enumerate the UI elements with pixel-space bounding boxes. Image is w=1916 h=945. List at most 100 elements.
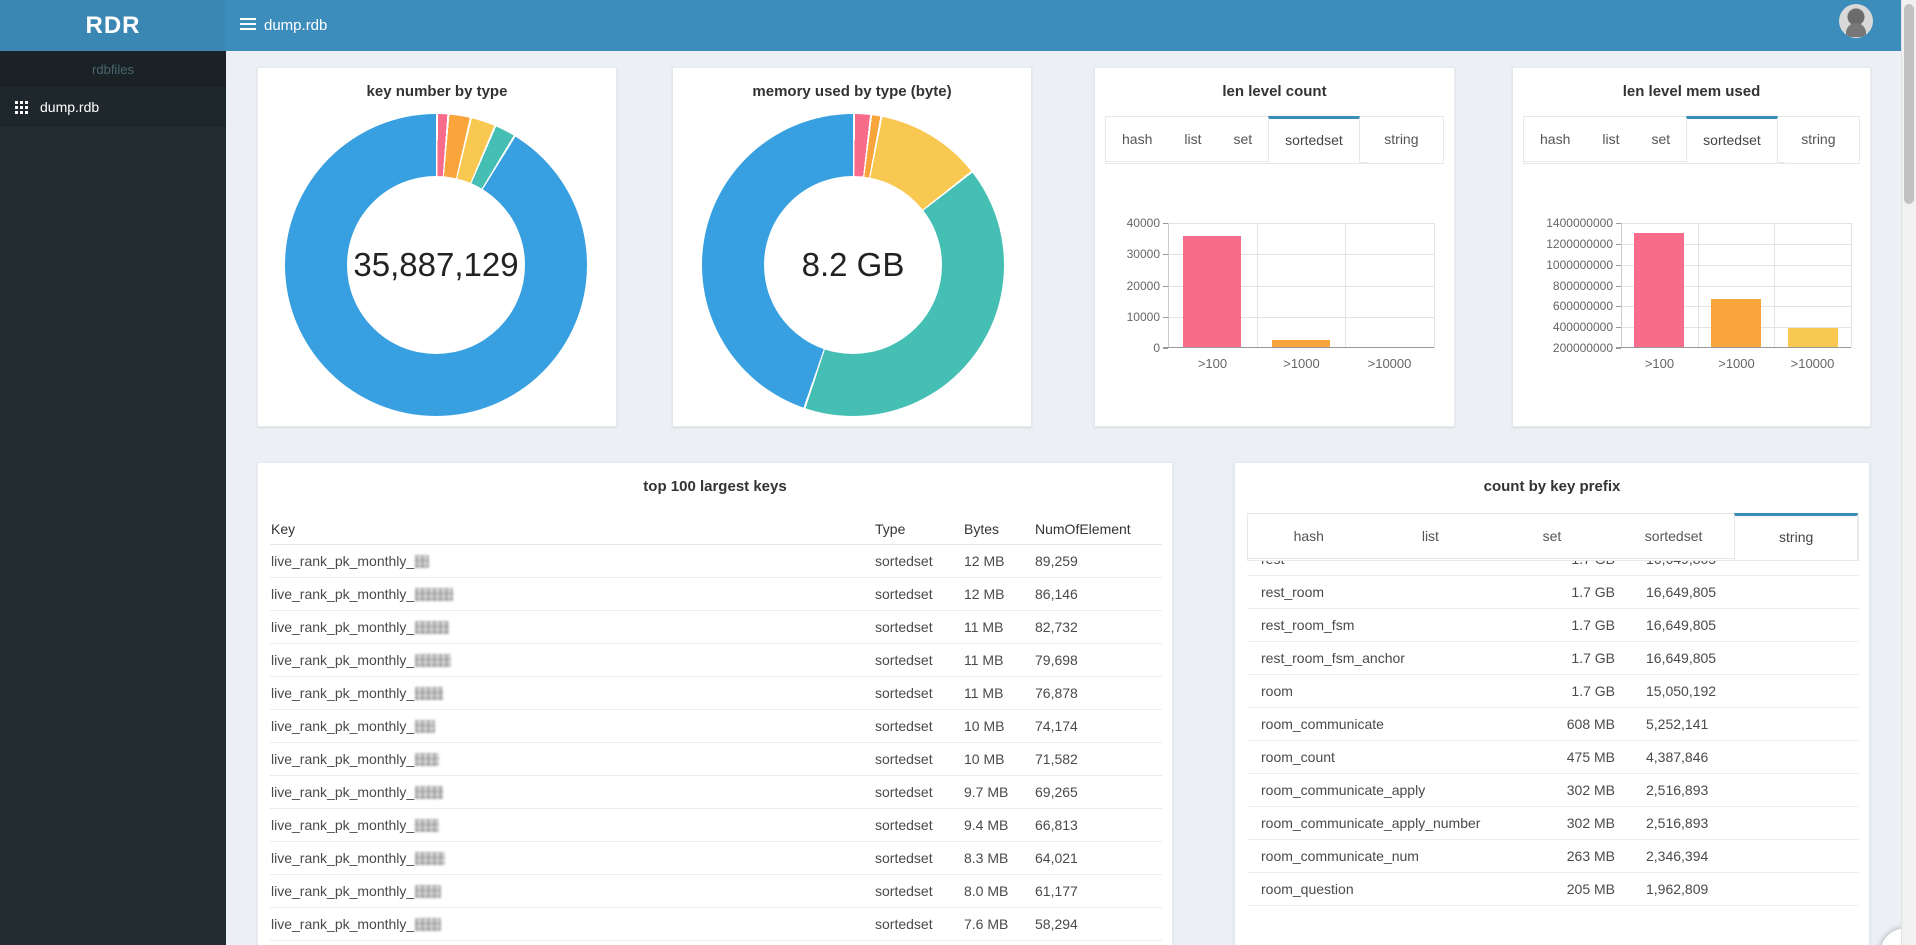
bar->10000[interactable] bbox=[1788, 328, 1838, 347]
top-keys-table: Key Type Bytes NumOfElement live_rank_pk… bbox=[270, 513, 1162, 945]
tab-spacer bbox=[1852, 117, 1860, 163]
bytes-cell: 10 MB bbox=[963, 709, 1034, 743]
numofelement-cell: 79,698 bbox=[1034, 643, 1162, 677]
redacted-key-suffix bbox=[415, 786, 444, 799]
table-row: live_rank_pk_monthly_ sortedset 7.6 MB 58,2… bbox=[270, 907, 1162, 941]
bytes-cell: 9.4 MB bbox=[963, 808, 1034, 842]
tab-list[interactable]: list bbox=[1586, 117, 1636, 162]
sidebar-section-label: rdbfiles bbox=[0, 51, 226, 87]
table-row: live_rank_pk_monthly_ sortedset 9.7 MB 69,2… bbox=[270, 775, 1162, 809]
redacted-key-suffix bbox=[415, 918, 442, 931]
bytes-cell: 12 MB bbox=[963, 577, 1034, 611]
tab-list[interactable]: list bbox=[1369, 514, 1492, 559]
bytes-cell: 8.0 MB bbox=[963, 874, 1034, 908]
tab-string[interactable]: string bbox=[1384, 131, 1419, 147]
key-prefix-tabs: hash list set sortedset string bbox=[1247, 513, 1859, 561]
column-header-bytes: Bytes bbox=[963, 513, 1034, 545]
bytes-cell: 11 MB bbox=[963, 676, 1034, 710]
table-row: live_rank_pk_monthly_ sortedset 8.3 MB 64,0… bbox=[270, 841, 1162, 875]
table-row: rest_room_fsm 1.7 GB 16,649,805 bbox=[1247, 608, 1859, 642]
tab-sortedset[interactable]: sortedset bbox=[1612, 514, 1735, 559]
redacted-key-suffix bbox=[415, 621, 450, 634]
chart-title: key number by type bbox=[366, 83, 508, 100]
numofelement-cell: 64,021 bbox=[1034, 841, 1162, 875]
card-len-level-count: len level count hash list set sortedset stri… bbox=[1094, 67, 1455, 427]
keyprefix-cell: rest_room_fsm_anchor bbox=[1247, 641, 1547, 675]
numofelement-cell: 76,878 bbox=[1034, 676, 1162, 710]
tab-hash[interactable]: hash bbox=[1248, 514, 1370, 559]
bar->100[interactable] bbox=[1183, 236, 1241, 347]
bytes-cell: 1.7 GB bbox=[1547, 575, 1616, 609]
type-cell: sortedset bbox=[874, 676, 963, 710]
sidebar-item-dump-rdb[interactable]: dump.rdb bbox=[0, 87, 226, 127]
user-avatar[interactable] bbox=[1839, 4, 1873, 38]
bytes-cell: 205 MB bbox=[1547, 872, 1616, 906]
table-row: room_communicate_num 263 MB 2,346,394 bbox=[1247, 839, 1859, 873]
table-row: room 1.7 GB 15,050,192 bbox=[1247, 674, 1859, 708]
keyprefix-cell: rest_room_fsm bbox=[1247, 608, 1547, 642]
y-axis-tick-label: 1000000000 bbox=[1546, 258, 1613, 272]
type-cell: sortedset bbox=[874, 577, 963, 611]
bytes-cell: 302 MB bbox=[1547, 773, 1616, 807]
tab-spacer bbox=[1359, 117, 1369, 163]
type-cell: sortedset bbox=[874, 874, 963, 908]
tab-sortedset[interactable]: sortedset bbox=[1686, 116, 1778, 163]
bytes-cell: 8.3 MB bbox=[963, 841, 1034, 875]
type-cell: sortedset bbox=[874, 841, 963, 875]
keyprefix-cell: room_communicate_apply bbox=[1247, 773, 1547, 807]
bytes-cell: 1.7 GB bbox=[1547, 608, 1616, 642]
redacted-key-suffix bbox=[415, 885, 442, 898]
tab-list[interactable]: list bbox=[1168, 117, 1218, 162]
table-row: room_question 205 MB 1,962,809 bbox=[1247, 872, 1859, 906]
type-cell: sortedset bbox=[874, 907, 963, 941]
chart-title: len level count bbox=[1222, 83, 1327, 100]
table-row: live_rank_pk_monthly_ sortedset 11 MB 76,87… bbox=[270, 676, 1162, 710]
len-level-mem-bar-chart[interactable]: 200000000 400000000 600000000 800000000 1000… bbox=[1546, 216, 1852, 371]
bytes-cell: 7.6 MB bbox=[963, 907, 1034, 941]
bar->1000[interactable] bbox=[1711, 299, 1761, 347]
numberofkey-cell: 2,516,893 bbox=[1616, 806, 1859, 840]
x-axis-tick-label: >10000 bbox=[1790, 356, 1835, 371]
table-row: live_rank_pk_monthly_ sortedset 11 MB 79,69… bbox=[270, 643, 1162, 677]
type-cell: sortedset bbox=[874, 775, 963, 809]
table-title: top 100 largest keys bbox=[643, 478, 787, 495]
x-axis-tick-label: >1000 bbox=[1283, 356, 1320, 371]
keyprefix-cell: room_communicate_num bbox=[1247, 839, 1547, 873]
x-axis-tick-label: >100 bbox=[1197, 356, 1228, 371]
tab-string[interactable]: string bbox=[1801, 131, 1836, 147]
tab-hash[interactable]: hash bbox=[1524, 117, 1587, 162]
bytes-cell: 9.7 MB bbox=[963, 775, 1034, 809]
table-row: live_rank_pk_monthly_ sortedset 10 MB 71,58… bbox=[270, 742, 1162, 776]
bar->100[interactable] bbox=[1634, 233, 1684, 347]
key-cell: live_rank_pk_monthly_ bbox=[271, 685, 415, 701]
tab-string[interactable]: string bbox=[1734, 513, 1858, 560]
tab-set[interactable]: set bbox=[1635, 117, 1687, 162]
bar->1000[interactable] bbox=[1272, 340, 1330, 347]
numofelement-cell: 61,177 bbox=[1034, 874, 1162, 908]
len-level-count-bar-chart[interactable]: 0 10000 20000 30000 40000 >100 >1000 >10000 bbox=[1127, 216, 1435, 371]
tab-set[interactable]: set bbox=[1217, 117, 1269, 162]
numofelement-cell: 89,259 bbox=[1034, 544, 1162, 578]
x-axis-tick-label: >10000 bbox=[1367, 356, 1412, 371]
type-cell: sortedset bbox=[874, 610, 963, 644]
scrollbar-thumb[interactable] bbox=[1904, 4, 1914, 204]
numofelement-cell: 82,732 bbox=[1034, 610, 1162, 644]
keyprefix-cell: room_count bbox=[1247, 740, 1547, 774]
tab-hash[interactable]: hash bbox=[1106, 117, 1169, 162]
table-title: count by key prefix bbox=[1483, 478, 1621, 495]
bytes-cell: 1.7 GB bbox=[1547, 641, 1616, 675]
numofelement-cell: 71,582 bbox=[1034, 742, 1162, 776]
table-row: live_rank_pk_monthly_ sortedset 12 MB 86,14… bbox=[270, 577, 1162, 611]
table-header-row: Key Type Bytes NumOfElement bbox=[270, 513, 1162, 545]
card-len-level-mem-used: len level mem used hash list set sortedset s… bbox=[1512, 67, 1871, 427]
tab-sortedset[interactable]: sortedset bbox=[1268, 116, 1360, 163]
table-row: rest_room_fsm_anchor 1.7 GB 16,649,805 bbox=[1247, 641, 1859, 675]
key-number-donut-chart[interactable]: 35,887,129 bbox=[285, 114, 587, 416]
vertical-scrollbar bbox=[1901, 0, 1916, 945]
memory-used-donut-chart[interactable]: 8.2 GB bbox=[702, 114, 1004, 416]
keyprefix-cell: room_communicate bbox=[1247, 707, 1547, 741]
hamburger-menu-icon[interactable] bbox=[240, 18, 256, 32]
tab-set[interactable]: set bbox=[1491, 514, 1613, 559]
y-axis-tick-label: 1400000000 bbox=[1546, 216, 1613, 230]
key-cell: live_rank_pk_monthly_ bbox=[271, 850, 415, 866]
